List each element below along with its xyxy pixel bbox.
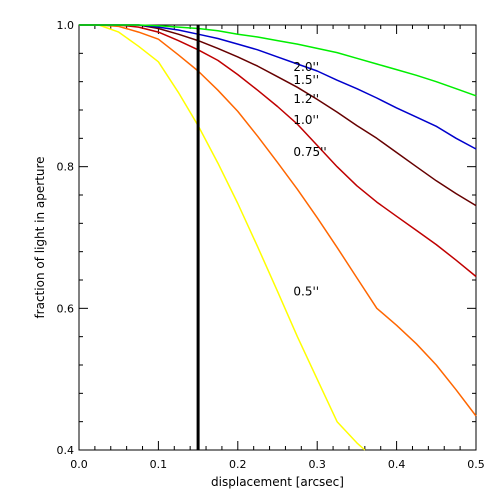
x-tick-label: 0.2 bbox=[229, 458, 247, 471]
x-tick-label: 0.4 bbox=[388, 458, 406, 471]
series-label: 0.5'' bbox=[293, 285, 319, 299]
axis-ticks bbox=[78, 24, 477, 451]
series-label: 1.5'' bbox=[293, 73, 319, 87]
plot-frame bbox=[78, 24, 477, 451]
series-label: 2.0'' bbox=[293, 60, 319, 74]
series-line bbox=[79, 24, 366, 451]
x-tick-label: 0.5 bbox=[467, 458, 485, 471]
series-label: 1.0'' bbox=[293, 113, 319, 127]
series-line bbox=[79, 24, 477, 150]
x-tick-label: 0.0 bbox=[70, 458, 88, 471]
y-tick-label: 1.0 bbox=[57, 19, 75, 32]
y-tick-label: 0.6 bbox=[57, 302, 75, 315]
series-label: 1.2'' bbox=[293, 92, 319, 106]
series-line bbox=[79, 24, 477, 207]
x-tick-label: 0.1 bbox=[150, 458, 168, 471]
y-tick-labels: 0.4 0.6 0.8 1.0 bbox=[57, 19, 75, 457]
series-lines bbox=[79, 24, 477, 451]
series-line bbox=[79, 24, 477, 417]
series-label: 0.75'' bbox=[293, 145, 326, 159]
y-tick-label: 0.8 bbox=[57, 161, 75, 174]
series-labels: 0.5'' 0.75'' 1.0'' 1.2'' 1.5''2.0'' bbox=[293, 60, 326, 299]
x-tick-labels: 0.0 0.1 0.2 0.3 0.4 0.5 bbox=[70, 458, 485, 471]
x-axis-title: displacement [arcsec] bbox=[211, 475, 344, 489]
series-line bbox=[79, 24, 477, 278]
y-tick-label: 0.4 bbox=[57, 444, 75, 457]
series-line bbox=[79, 24, 477, 97]
y-axis-title: fraction of light in aperture bbox=[33, 156, 47, 318]
x-tick-label: 0.3 bbox=[308, 458, 326, 471]
